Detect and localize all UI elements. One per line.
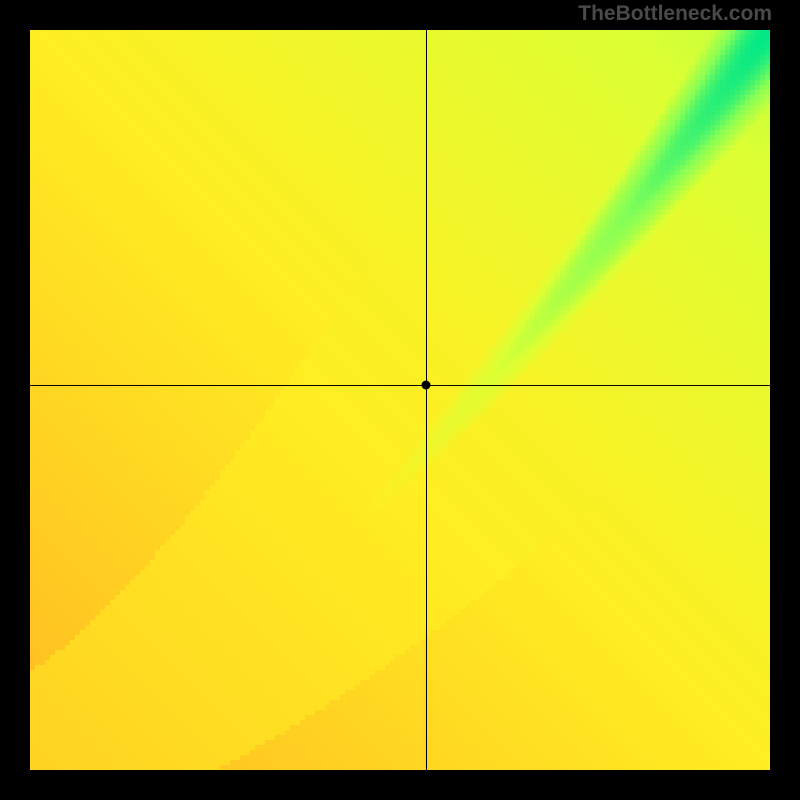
chart-frame: TheBottleneck.com <box>0 0 800 800</box>
crosshair-vertical <box>426 30 427 770</box>
crosshair-marker <box>421 381 430 390</box>
plot-area <box>30 30 770 770</box>
crosshair-horizontal <box>30 385 770 386</box>
heatmap-canvas <box>30 30 770 770</box>
watermark-text: TheBottleneck.com <box>578 2 772 26</box>
